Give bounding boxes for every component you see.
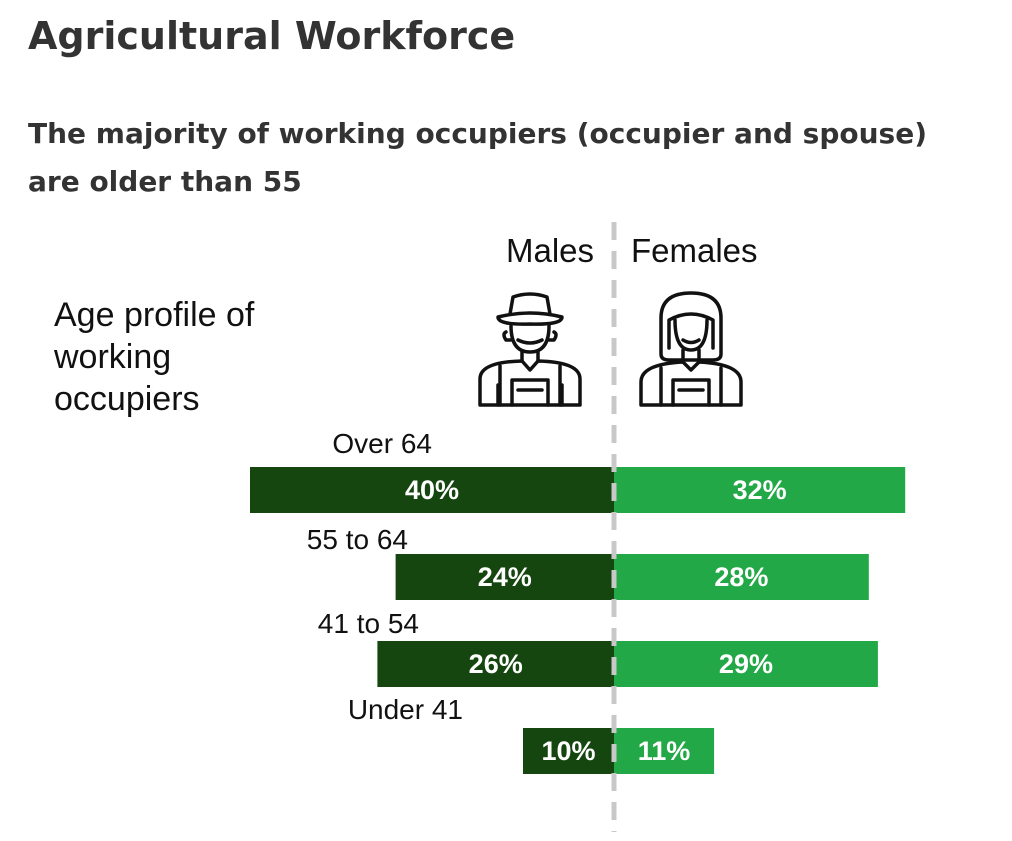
bar-females-under-41 [614,728,715,774]
legend-females: Females [631,232,758,269]
bar-males-over-64 [250,467,614,513]
data-label-females-over-64: 32% [733,475,787,505]
data-label-females-55-to-64: 28% [714,562,768,592]
legend-males: Males [506,232,595,269]
female-farmer-icon [639,291,743,407]
bar-males-under-41 [523,728,614,774]
bar-males-41-to-54 [377,641,614,687]
data-label-females-41-to-54: 29% [719,649,773,679]
data-label-males-over-64: 40% [405,475,459,505]
data-label-males-41-to-54: 26% [469,649,523,679]
bar-females-41-to-54 [614,641,878,687]
chart-heading: Age profile of working occupiers [54,296,255,418]
page-subtitle: The majority of working occupiers (occup… [28,117,928,198]
bar-females-over-64 [614,467,906,513]
bar-males-55-to-64 [395,554,614,600]
category-label-over-64: Over 64 [332,428,432,459]
page-title: Agricultural Workforce [28,14,516,58]
data-label-males-under-41: 10% [541,736,595,766]
bar-females-55-to-64 [614,554,869,600]
data-label-males-55-to-64: 24% [478,562,532,592]
category-label-55-to-64: 55 to 64 [306,524,408,555]
male-farmer-icon [478,292,582,407]
category-label-41-to-54: 41 to 54 [317,608,419,639]
category-label-under-41: Under 41 [347,694,463,725]
data-label-females-under-41: 11% [638,736,691,766]
